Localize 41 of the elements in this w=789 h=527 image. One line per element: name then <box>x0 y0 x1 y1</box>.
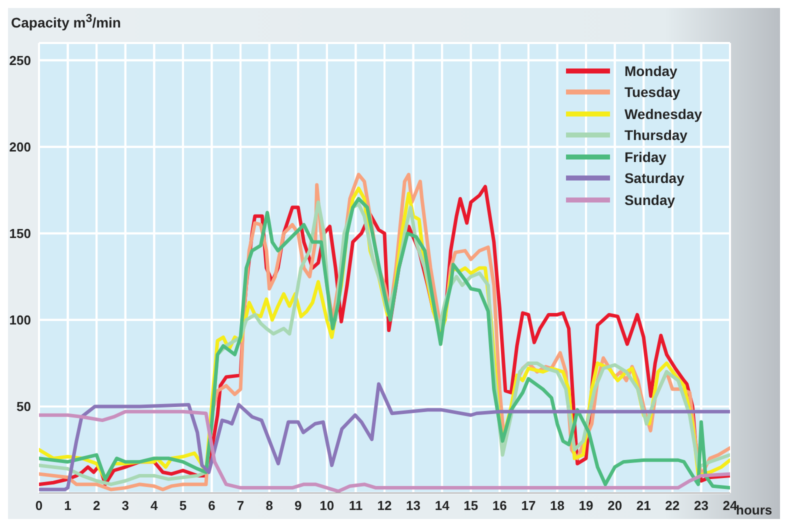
y-tick-label: 100 <box>9 312 31 328</box>
x-tick-label: 1 <box>64 498 72 514</box>
legend-label: Saturday <box>624 170 684 186</box>
x-tick-label: 15 <box>464 498 478 514</box>
y-tick-label: 250 <box>9 52 31 68</box>
x-tick-label: 13 <box>406 498 421 514</box>
x-tick-label: 12 <box>377 498 392 514</box>
y-tick-label: 150 <box>9 226 31 241</box>
x-tick-label: 10 <box>320 498 334 514</box>
legend-label: Thursday <box>624 127 688 144</box>
legend-label: Tuesday <box>624 84 680 100</box>
x-tick-label: 16 <box>492 498 507 514</box>
y-tick-label: 50 <box>16 399 31 414</box>
line-series <box>39 382 730 492</box>
x-tick-label: 9 <box>294 498 302 514</box>
x-tick-label: 20 <box>608 498 622 514</box>
x-tick-label: 8 <box>266 498 273 514</box>
x-tick-label: 18 <box>550 498 564 514</box>
x-tick-label: 6 <box>208 498 216 514</box>
x-tick-label: 19 <box>578 498 594 514</box>
y-axis-title: Capacity m$^{3}$/min <box>11 12 121 31</box>
x-tick-label: 24 <box>722 498 738 514</box>
x-tick-label: 23 <box>694 498 708 514</box>
legend-label: Friday <box>624 148 666 165</box>
legend-label: Wednesday <box>624 106 702 122</box>
legend-label: Monday <box>624 62 678 79</box>
x-tick-label: 14 <box>434 498 450 514</box>
line-series <box>39 410 730 493</box>
x-axis-title: hours <box>736 502 772 518</box>
x-tick-label: 4 <box>150 498 159 514</box>
legend-label: Sunday <box>624 192 676 208</box>
x-tick-label: 3 <box>122 498 129 514</box>
x-tick-label: 5 <box>179 498 187 514</box>
x-tick-label: 2 <box>92 498 100 514</box>
x-tick-label: 7 <box>236 498 244 514</box>
x-tick-label: 11 <box>348 498 363 514</box>
x-tick-label: 22 <box>665 498 680 514</box>
x-tick-label: 17 <box>521 498 536 514</box>
y-tick-label: 200 <box>9 139 31 154</box>
x-tick-label: 21 <box>636 498 651 514</box>
x-tick-label: 0 <box>35 498 43 514</box>
